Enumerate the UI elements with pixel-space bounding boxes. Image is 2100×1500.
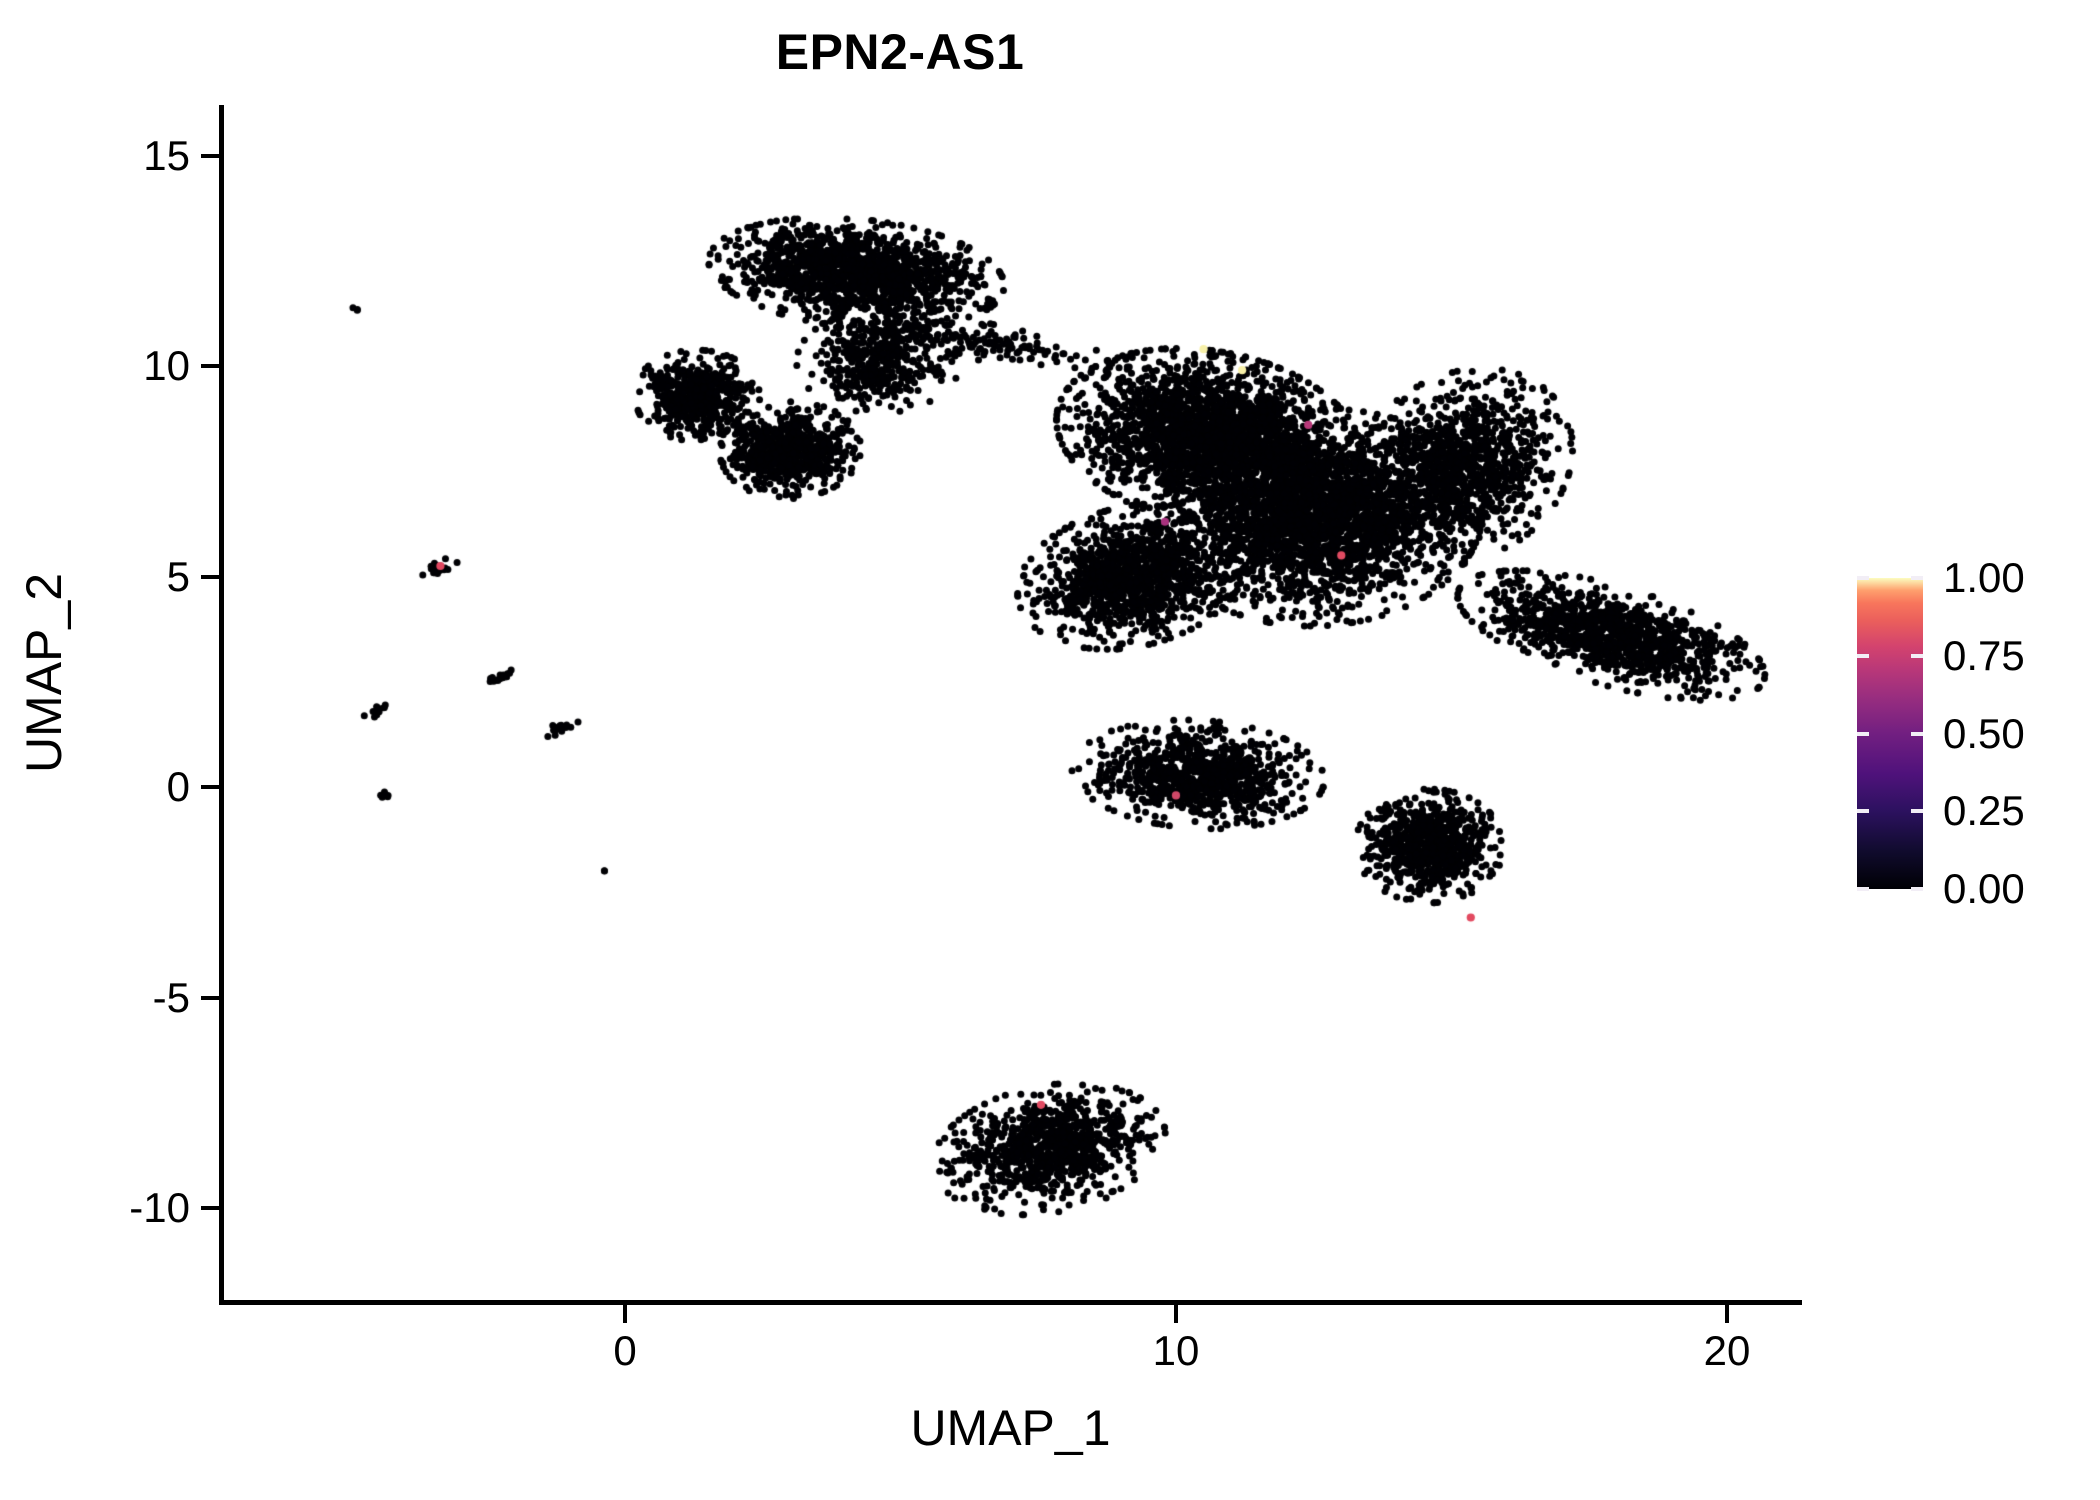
x-tick-label: 20 [1703,1327,1751,1374]
x-tick-mark [1174,1305,1178,1323]
colorbar-tick-mark [1857,653,1869,658]
page-title: EPN2-AS1 [775,24,1025,80]
colorbar-label: 0.25 [1943,787,2025,835]
x-tick-mark [1725,1305,1729,1323]
color-legend: 0.00 0.25 0.50 0.75 1.00 [1857,557,2087,910]
y-tick-mark [201,364,219,368]
y-axis-title: UMAP_2 [16,572,72,774]
y-tick-label: -10 [129,1184,190,1231]
colorbar-label: 0.00 [1943,865,2025,912]
colorbar-tick-mark [1911,576,1923,580]
colorbar-tick-mark [1857,731,1869,736]
y-tick-mark [201,785,219,789]
colorbar-tick-mark [1911,809,1923,814]
y-tick-label: 5 [166,552,190,600]
x-axis-line [219,1300,1802,1305]
colorbar-tick-mark [1911,653,1923,658]
y-tick-label: -5 [152,973,190,1021]
y-axis-line [219,105,224,1305]
x-tick-label: 0 [613,1327,637,1374]
colorbar-tick-mark [1857,576,1869,580]
x-axis-title: UMAP_1 [910,1400,1111,1456]
x-tick-label: 10 [1152,1327,1200,1374]
y-tick-mark [201,1206,219,1210]
colorbar-label: 0.75 [1943,631,2025,679]
y-tick-label: 15 [143,131,190,179]
scatter-plot-canvas [222,105,1802,1303]
colorbar-tick-mark [1857,887,1869,891]
colorbar-tick-mark [1857,809,1869,814]
colorbar-label: 1.00 [1943,554,2025,601]
colorbar-tick-mark [1911,731,1923,736]
y-tick-label: 0 [166,763,190,810]
colorbar-label: 0.50 [1943,709,2025,757]
colorbar-tick-mark [1911,887,1923,891]
x-tick-mark [623,1305,627,1323]
y-tick-label: 10 [143,342,190,389]
y-tick-mark [201,153,219,158]
y-tick-mark [201,995,219,1000]
y-tick-mark [201,574,219,579]
